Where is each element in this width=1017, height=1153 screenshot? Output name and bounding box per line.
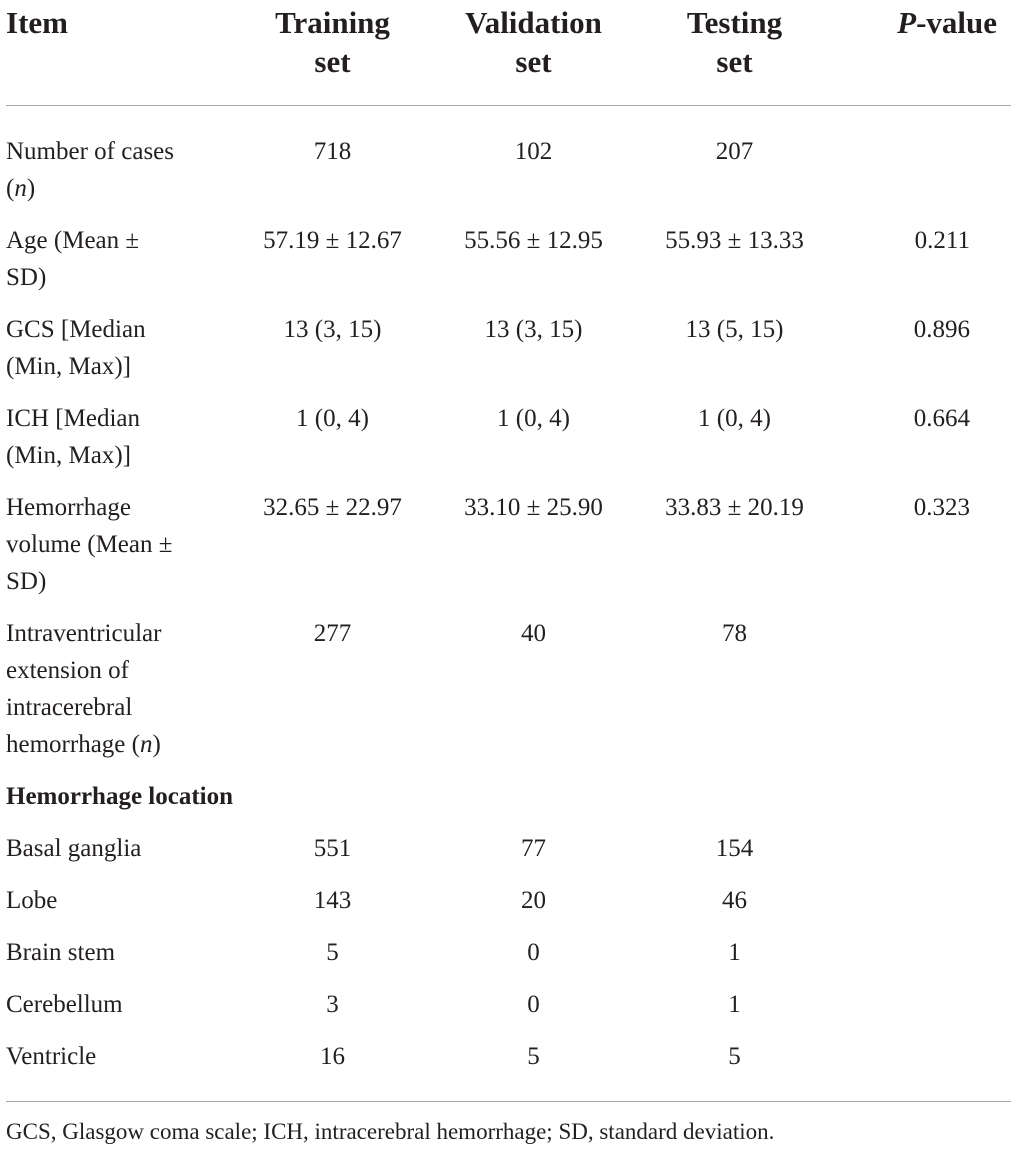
cell-pvalue [835,823,1011,875]
cell-pvalue [835,927,1011,979]
cell-training: 16 [232,1031,433,1102]
header-pvalue-rest: -value [916,5,997,40]
cell-testing: 55.93 ± 13.33 [665,227,804,254]
cell-validation: 77 [521,835,546,862]
cell-training: 143 [313,887,352,914]
section-title: Hemorrhage location [6,783,234,810]
cell-validation: 0 [527,939,540,966]
cell-testing: 1 [728,939,741,966]
cell-testing: 78 [722,620,747,647]
cell-training: 5 [326,939,339,966]
table-row: Number of cases (n) 718 102 207 [6,106,1011,216]
row-label: Brain stem [6,939,116,966]
header-training: Training set [232,0,433,106]
cell-pvalue: 0.664 [913,405,970,432]
row-label: ICH [Median (Min, Max)] [6,405,140,469]
row-label: Number of cases (n) [6,138,174,202]
row-label: Basal ganglia [6,835,142,862]
cell-validation: 5 [433,1031,634,1102]
cell-validation: 102 [514,138,553,165]
table-row: Age (Mean ± SD) 57.19 ± 12.67 55.56 ± 12… [6,215,1011,304]
table-row: Basal ganglia 551 77 154 [6,823,1011,875]
cell-testing: 1 [728,991,741,1018]
table-header-row: Item Training set Validation set Testing… [6,0,1011,106]
cell-training: 1 (0, 4) [296,405,369,432]
table-row: GCS [Median (Min, Max)] 13 (3, 15) 13 (3… [6,304,1011,393]
table-row: Ventricle 16 5 5 [6,1031,1011,1102]
data-table: Item Training set Validation set Testing… [6,0,1011,1102]
row-label: Cerebellum [6,991,123,1018]
row-label: Age (Mean ± SD) [6,227,140,291]
row-label-italic: n [14,175,27,202]
row-label: Ventricle [6,1031,232,1102]
row-label: Lobe [6,887,58,914]
header-validation: Validation set [433,0,634,106]
header-testing: Testing set [634,0,835,106]
cell-validation: 40 [521,620,546,647]
cell-validation: 13 (3, 15) [484,316,583,343]
cell-testing: 154 [715,835,754,862]
table-row: Lobe 143 20 46 [6,875,1011,927]
cell-pvalue [835,106,1011,216]
cell-pvalue [835,608,1011,771]
table-footnote: GCS, Glasgow coma scale; ICH, intracereb… [6,1119,775,1144]
cell-testing: 207 [715,138,754,165]
cell-pvalue [835,979,1011,1031]
row-label-italic: n [139,731,153,758]
cell-training: 3 [326,991,339,1018]
row-label-text: Intraventricular extension of intracereb… [6,620,162,758]
cell-testing: 46 [722,887,747,914]
cell-testing: 33.83 ± 20.19 [665,494,804,521]
cell-validation: 1 (0, 4) [497,405,570,432]
table-row: Hemorrhage volume (Mean ± SD) 32.65 ± 22… [6,482,1011,608]
cell-training: 277 [313,620,352,647]
cell-testing: 1 (0, 4) [698,405,771,432]
cell-training: 718 [313,138,352,165]
cell-testing: 5 [634,1031,835,1102]
table-row: Brain stem 5 0 1 [6,927,1011,979]
row-label-text: Number of cases [6,138,174,165]
cell-training: 551 [313,835,352,862]
cell-pvalue: 0.896 [913,316,970,343]
section-header-row: Hemorrhage location [6,771,1011,823]
table-row: ICH [Median (Min, Max)] 1 (0, 4) 1 (0, 4… [6,393,1011,482]
cell-pvalue [835,875,1011,927]
cell-pvalue: 0.211 [914,227,970,254]
header-pvalue-p: P [897,5,917,40]
row-label: Intraventricular extension of intracereb… [6,620,162,758]
cell-validation: 33.10 ± 25.90 [464,494,603,521]
table-row: Cerebellum 3 0 1 [6,979,1011,1031]
header-pvalue: P-value [835,0,1011,106]
table-row: Intraventricular extension of intracereb… [6,608,1011,771]
cell-training: 13 (3, 15) [283,316,382,343]
cell-pvalue [835,1031,1011,1102]
cell-testing: 13 (5, 15) [685,316,784,343]
cell-pvalue: 0.323 [913,494,970,521]
header-item: Item [6,0,232,106]
cell-validation: 20 [521,887,546,914]
cell-validation: 0 [527,991,540,1018]
cell-validation: 55.56 ± 12.95 [464,227,603,254]
row-label: GCS [Median (Min, Max)] [6,316,146,380]
row-label: Hemorrhage volume (Mean ± SD) [6,494,173,595]
cell-training: 57.19 ± 12.67 [263,227,402,254]
cell-training: 32.65 ± 22.97 [263,494,402,521]
